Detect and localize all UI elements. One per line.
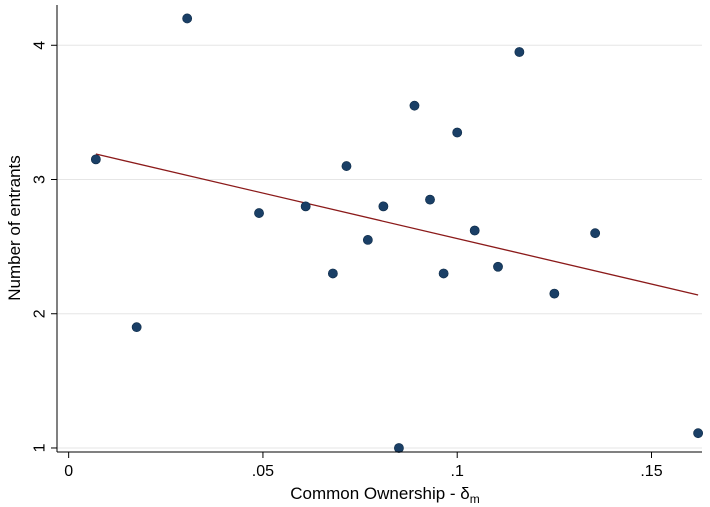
data-point-16 xyxy=(514,47,525,57)
data-point-13 xyxy=(452,127,463,138)
x-axis-title: Common Ownership - δm xyxy=(290,484,480,506)
data-point-15 xyxy=(493,261,503,272)
x-axis-title-symbol: δ xyxy=(460,484,469,503)
x-tick-label-1: .05 xyxy=(252,463,274,480)
data-point-17 xyxy=(549,288,560,299)
x-tick-label-3: .15 xyxy=(640,463,662,480)
data-point-0 xyxy=(90,154,101,165)
data-points xyxy=(90,13,704,453)
y-tick-label-0: 1 xyxy=(32,443,49,452)
data-point-1 xyxy=(131,322,142,333)
data-point-6 xyxy=(341,161,352,171)
fit-line-group xyxy=(95,153,699,296)
fit-line xyxy=(95,153,699,296)
data-point-2 xyxy=(182,13,193,24)
y-axis-title: Number of entrants xyxy=(5,155,24,301)
data-point-11 xyxy=(425,194,435,205)
x-axis-title-text: Common Ownership - xyxy=(290,484,460,503)
data-point-5 xyxy=(327,268,338,279)
gridlines xyxy=(57,44,702,449)
data-point-4 xyxy=(300,201,311,212)
x-tick-label-0: 0 xyxy=(64,463,73,480)
data-point-19 xyxy=(693,428,704,439)
data-point-14 xyxy=(469,225,480,236)
y-tick-label-1: 2 xyxy=(32,309,49,318)
axes xyxy=(51,5,702,458)
data-point-7 xyxy=(362,235,373,245)
data-point-12 xyxy=(438,268,449,279)
data-point-3 xyxy=(254,208,264,218)
tick-labels: 1 2 3 4 0 .05 .1 .15 xyxy=(32,41,663,480)
data-point-8 xyxy=(378,201,389,212)
y-tick-label-3: 4 xyxy=(32,41,49,50)
data-point-9 xyxy=(394,443,404,453)
x-tick-label-2: .1 xyxy=(451,463,464,480)
data-point-18 xyxy=(590,228,601,239)
y-tick-label-2: 3 xyxy=(32,175,49,184)
x-axis-title-subscript: m xyxy=(470,492,480,506)
data-point-10 xyxy=(409,100,420,111)
